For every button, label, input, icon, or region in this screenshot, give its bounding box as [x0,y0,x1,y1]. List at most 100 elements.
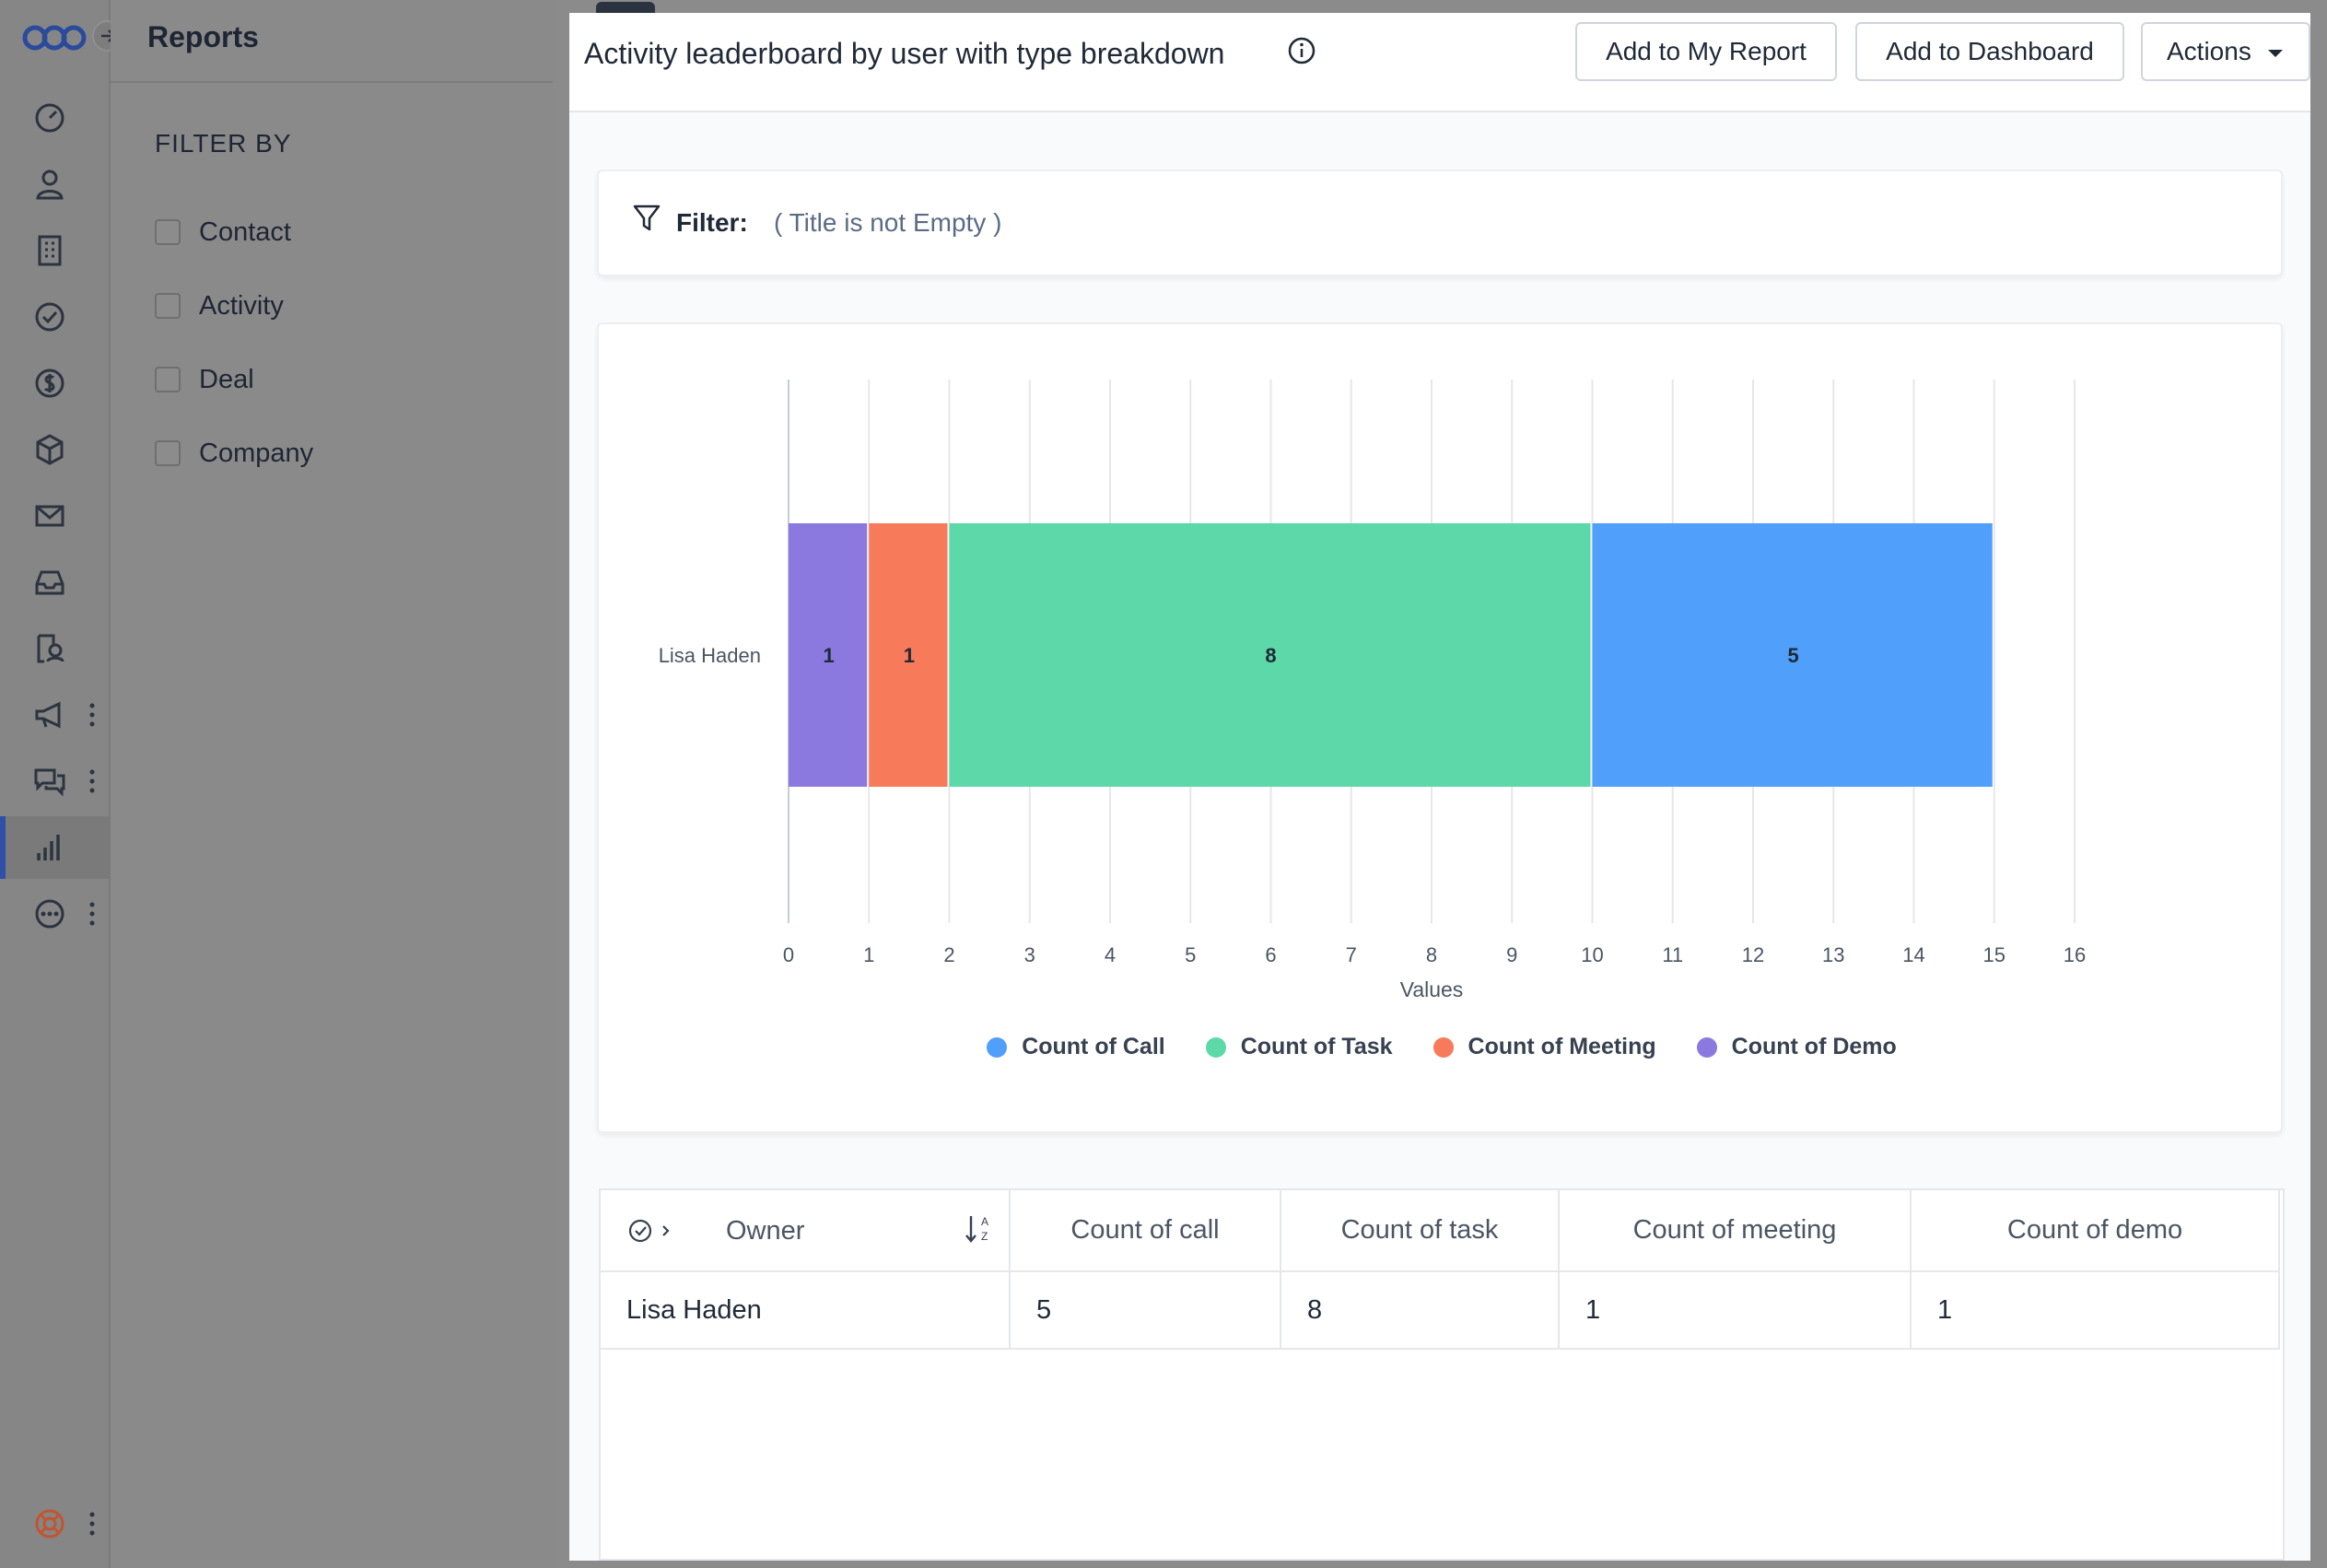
x-tick-label: 12 [1742,943,1764,966]
owner-cell: Lisa Haden [601,1271,1011,1350]
report-title: Activity leaderboard by user with type b… [584,37,1225,70]
chart-legend: Count of Call Count of Task Count of Meeti… [599,1034,2285,1060]
megaphone-more-icon[interactable] [85,696,99,733]
legend-item[interactable]: Count of Task [1205,1034,1393,1060]
bar-segment [1592,523,1993,787]
filter-option-company[interactable]: Company [155,435,313,472]
chat-icon[interactable] [31,763,68,800]
x-tick-label: 10 [1581,943,1603,966]
filter-by-heading: FILTER BY [155,129,292,158]
chevron-down-icon [2267,49,2283,57]
inbox-icon[interactable] [31,564,68,601]
bar-segment [949,523,1591,787]
icon-rail [0,0,123,1568]
bar-data-label: 1 [904,644,915,667]
chart-card: 0 1 2 3 4 5 6 7 8 9 10 11 12 13 14 15 16 Values Lisa Haden… [597,322,2283,1133]
bar-chart-icon[interactable] [31,829,68,866]
active-nav-highlight [0,816,109,879]
count-of-demo-cell: 1 [1911,1271,2280,1350]
filter-option-label: Contact [199,216,291,247]
legend-swatch [1205,1036,1226,1058]
bar-segment [789,523,868,787]
check-circle-icon[interactable] [31,298,68,335]
help-more-icon[interactable] [85,1505,99,1542]
actions-dropdown[interactable]: Actions [2141,22,2310,81]
funnel-icon [633,205,661,231]
filter-card: Filter: ( Title is not Empty ) [597,170,2283,276]
checkbox[interactable] [155,293,181,319]
chat-more-icon[interactable] [85,763,99,800]
x-tick-label: 4 [1105,943,1116,966]
checkbox[interactable] [155,219,181,245]
checkbox[interactable] [155,367,181,392]
count-of-task-header[interactable]: Count of task [1280,1190,1560,1272]
megaphone-icon[interactable] [31,696,68,733]
x-tick-label: 14 [1902,943,1924,966]
legend-label: Count of Demo [1731,1034,1897,1059]
add-to-my-report-button[interactable]: Add to My Report [1575,22,1837,81]
help-lifebuoy-icon[interactable] [31,1505,68,1542]
service-icon[interactable] [31,630,68,667]
filter-value[interactable]: ( Title is not Empty ) [774,208,1002,237]
legend-label: Count of Meeting [1468,1034,1656,1059]
x-tick-label: 2 [943,943,954,966]
x-tick-label: 3 [1024,943,1035,966]
filter-option-deal[interactable]: Deal [155,361,254,398]
filter-option-activity[interactable]: Activity [155,287,284,324]
filter-label: Filter: [676,208,748,237]
select-columns-icon[interactable] [628,1218,674,1244]
building-icon[interactable] [31,232,68,269]
app-logo-icon[interactable] [22,20,87,55]
more-icon[interactable] [31,895,68,932]
cube-icon[interactable] [31,431,68,468]
sort-az-icon[interactable]: AZ [964,1212,993,1246]
x-tick-label: 6 [1265,943,1276,966]
checkbox[interactable] [155,440,181,466]
x-tick-label: 16 [2064,943,2086,966]
add-to-dashboard-button[interactable]: Add to Dashboard [1855,22,2124,81]
legend-swatch [1432,1036,1454,1058]
person-icon[interactable] [31,166,68,203]
count-of-meeting-cell: 1 [1559,1271,1912,1350]
filter-option-label: Company [199,438,314,468]
panel-header: Reports [111,0,553,83]
legend-item[interactable]: Count of Demo [1696,1034,1897,1060]
count-of-meeting-header[interactable]: Count of meeting [1559,1190,1912,1272]
filter-option-label: Deal [199,364,254,394]
actions-label: Actions [2167,37,2251,65]
legend-swatch [987,1036,1008,1058]
reports-filter-panel: Reports FILTER BY Contact Activity Deal … [111,0,655,1568]
x-tick-label: 9 [1506,943,1517,966]
legend-item[interactable]: Count of Meeting [1432,1034,1656,1060]
count-of-task-cell: 8 [1280,1271,1560,1350]
filter-option-label: Activity [199,290,284,321]
table-row[interactable]: Lisa Haden 5 8 1 1 [601,1271,2280,1350]
bar-data-label: 1 [824,644,835,667]
more-options-icon[interactable] [85,895,99,932]
dashboard-icon[interactable] [31,99,68,136]
info-icon[interactable] [1286,35,1317,66]
x-axis-label: Values [1400,977,1464,1001]
bar-data-label: 5 [1788,644,1799,667]
x-tick-label: 5 [1185,943,1196,966]
x-tick-label: 7 [1346,943,1357,966]
mail-icon[interactable] [31,497,68,534]
filter-option-contact[interactable]: Contact [155,214,291,251]
owner-header-label: Owner [726,1216,805,1246]
count-of-call-header[interactable]: Count of call [1010,1190,1281,1272]
legend-label: Count of Call [1022,1034,1165,1059]
legend-item[interactable]: Count of Call [987,1034,1165,1060]
dollar-icon[interactable] [31,365,68,402]
x-tick-label: 13 [1822,943,1844,966]
report-header: Activity leaderboard by user with type b… [569,13,2310,112]
bar-data-label: 8 [1265,644,1276,667]
svg-text:A: A [981,1215,988,1228]
count-of-demo-header[interactable]: Count of demo [1911,1190,2280,1272]
legend-label: Count of Task [1240,1034,1393,1059]
x-tick-label: 15 [1983,943,2005,966]
